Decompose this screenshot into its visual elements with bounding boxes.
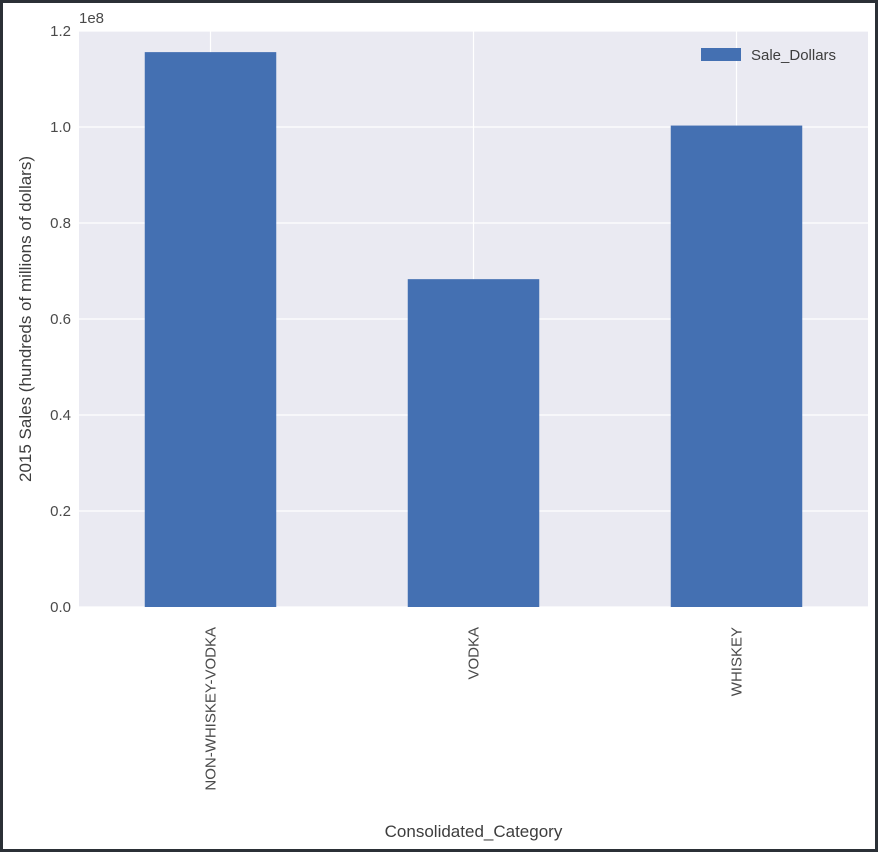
x-tick-labels: NON-WHISKEY-VODKA VODKA WHISKEY (203, 627, 746, 791)
y-tick-labels: 0.0 0.2 0.4 0.6 0.8 1.0 1.2 (50, 23, 71, 616)
y-tick-label: 1.2 (50, 23, 71, 40)
bar (144, 52, 277, 608)
legend-label: Sale_Dollars (751, 47, 836, 64)
bars (144, 52, 803, 608)
y-axis-label: 2015 Sales (hundreds of millions of doll… (16, 156, 35, 482)
legend: Sale_Dollars (701, 47, 836, 64)
x-tick-label: VODKA (466, 627, 483, 680)
y-tick-label: 0.0 (50, 599, 71, 616)
x-tick-label: NON-WHISKEY-VODKA (203, 627, 220, 791)
y-tick-label: 0.6 (50, 311, 71, 328)
y-tick-label: 0.4 (50, 407, 71, 424)
bar (407, 279, 540, 607)
bar (670, 125, 803, 607)
y-offset-label: 1e8 (79, 10, 104, 27)
bar-chart: 0.0 0.2 0.4 0.6 0.8 1.0 1.2 NON-WHISKEY-VODKA V… (16, 10, 868, 841)
y-tick-label: 0.8 (50, 215, 71, 232)
y-tick-label: 0.2 (50, 503, 71, 520)
x-axis-label: Consolidated_Category (385, 822, 563, 841)
chart-figure: 0.0 0.2 0.4 0.6 0.8 1.0 1.2 NON-WHISKEY-VODKA V… (3, 3, 875, 849)
y-tick-label: 1.0 (50, 119, 71, 136)
x-tick-label: WHISKEY (729, 627, 746, 696)
legend-swatch (701, 48, 741, 61)
